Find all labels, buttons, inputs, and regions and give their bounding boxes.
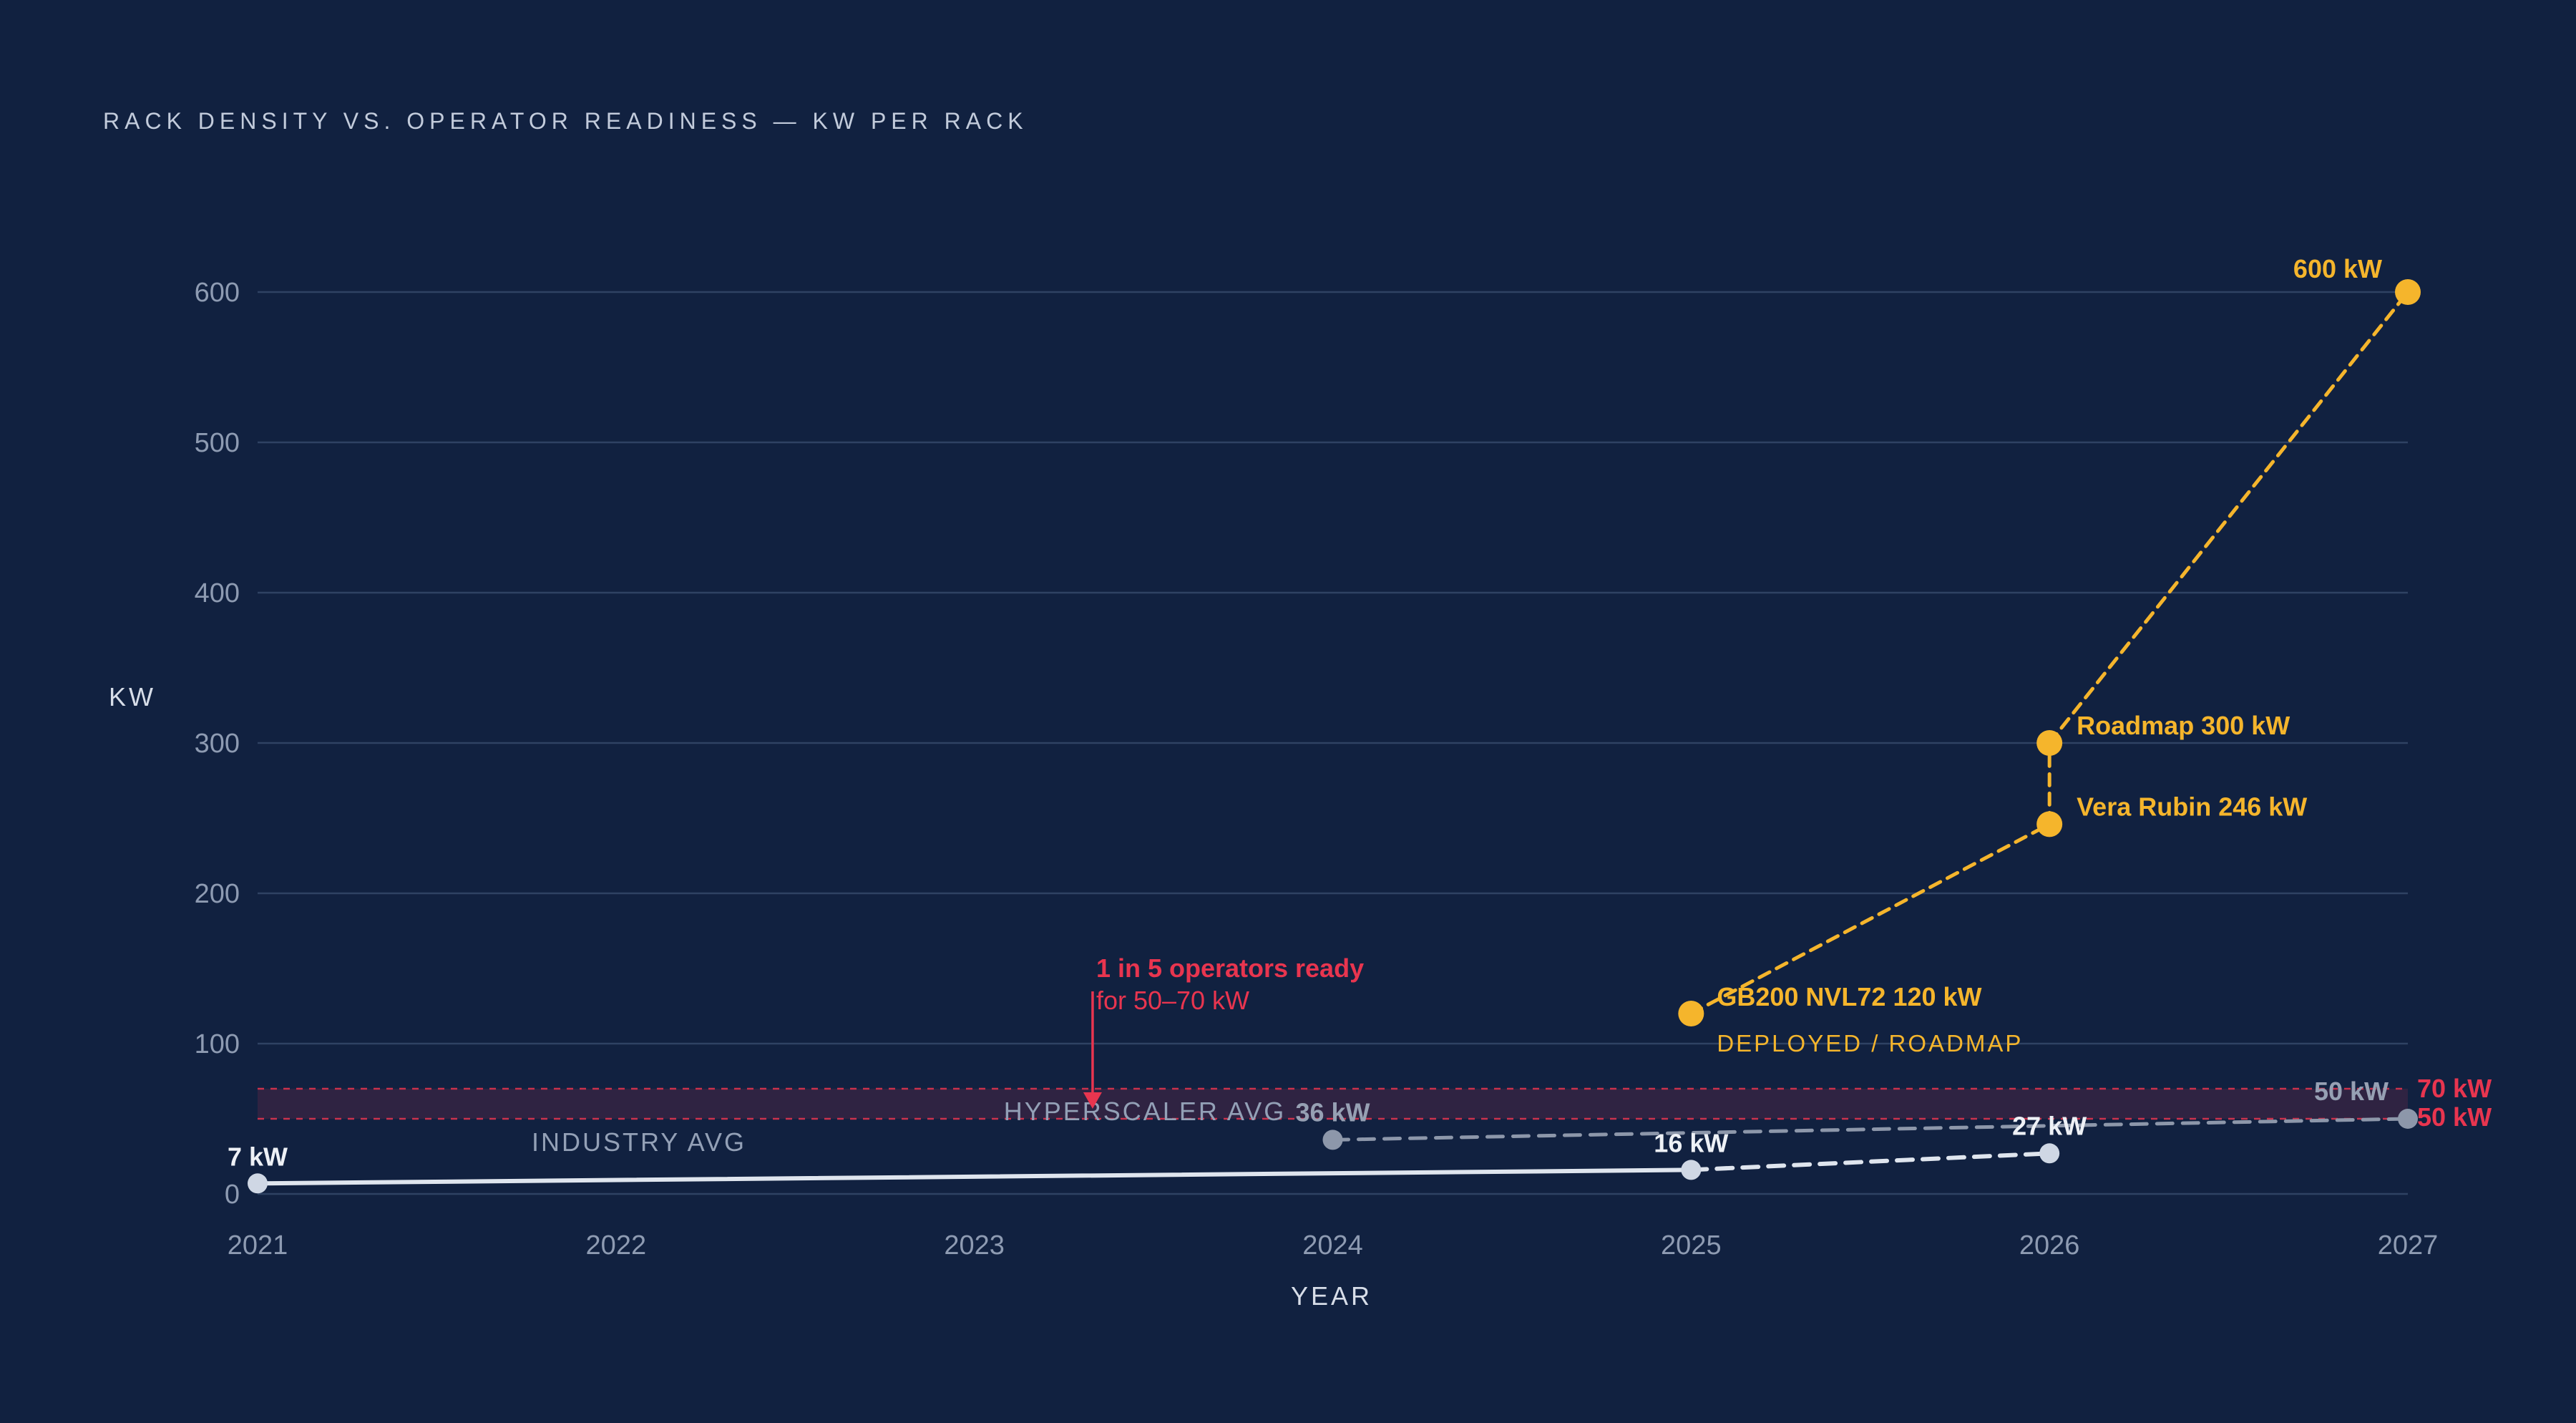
y-tick-label: 100 (195, 1029, 240, 1059)
band-low-label: 50 kW (2417, 1102, 2492, 1132)
hyperscaler-avg-label: HYPERSCALER AVG (1004, 1097, 1286, 1126)
y-tick-label: 0 (225, 1180, 240, 1210)
gpu-value-label: Roadmap 300 kW (2077, 711, 2290, 740)
gpu-point (2395, 279, 2421, 305)
gpu-value-label: Vera Rubin 246 kW (2077, 792, 2307, 821)
y-axis-label: KW (109, 682, 156, 712)
x-tick-label: 2026 (2019, 1230, 2080, 1261)
gpu-point (1678, 1001, 1704, 1026)
industry-segment (255, 1167, 1694, 1186)
industry-value-label: 7 kW (228, 1142, 288, 1171)
readiness-arrow-head (1083, 1092, 1102, 1109)
label-layer: 7 kW 16 kW 27 kW 36 kW 50 kW GB200 NVL72 120 … (228, 254, 2389, 1171)
gpu-point (2036, 811, 2063, 837)
hyperscaler-segment (1331, 1117, 2410, 1142)
gpu-sub-label: DEPLOYED / ROADMAP (1717, 1030, 2023, 1057)
readiness-annotation-title: 1 in 5 operators ready (1096, 953, 1364, 983)
readiness-band (258, 1089, 2408, 1119)
industry-point (248, 1173, 268, 1194)
hyperscaler-value-label: 36 kW (1295, 1097, 1370, 1127)
x-tick-label: 2024 (1302, 1230, 1363, 1261)
y-tick-label: 500 (195, 428, 240, 458)
hyperscaler-point (2398, 1109, 2418, 1129)
y-tick-label: 300 (195, 729, 240, 759)
hyperscaler-point (1322, 1130, 1343, 1150)
hyperscaler-value-label: 50 kW (2314, 1077, 2389, 1106)
industry-value-label: 27 kW (2012, 1111, 2087, 1140)
gpu-segment (2047, 290, 2410, 745)
gpu-value-label: 600 kW (2293, 254, 2382, 283)
x-tick-label: 2025 (1661, 1230, 1722, 1261)
readiness-annotation-sub: for 50–70 kW (1096, 986, 1249, 1015)
industry-point (1681, 1160, 1702, 1180)
gpu-segment (1689, 822, 2051, 1016)
x-tick-label: 2022 (586, 1230, 647, 1261)
x-axis-label: YEAR (1291, 1281, 1372, 1311)
series-line-layer (255, 290, 2410, 1186)
y-tick-label: 400 (195, 578, 240, 608)
industry-segment (1689, 1151, 2052, 1172)
gpu-point (2036, 730, 2063, 756)
y-tick-label: 200 (195, 879, 240, 909)
x-tick-label: 2021 (228, 1230, 288, 1261)
grid-layer: 0 100 200 300 400 500 600 2021 2022 2023 2024 2025 2… (195, 278, 2439, 1261)
series-point-layer (248, 279, 2421, 1194)
chart-title: RACK DENSITY VS. OPERATOR READINESS — KW… (103, 108, 1028, 134)
y-tick-label: 600 (195, 278, 240, 308)
industry-point (2039, 1143, 2060, 1164)
industry-value-label: 16 kW (1654, 1128, 1728, 1157)
x-tick-label: 2023 (944, 1230, 1005, 1261)
x-tick-label: 2027 (2378, 1230, 2439, 1261)
gpu-value-label: GB200 NVL72 120 kW (1717, 982, 1981, 1011)
industry-avg-label: INDUSTRY AVG (532, 1127, 746, 1157)
band-high-label: 70 kW (2417, 1074, 2492, 1103)
